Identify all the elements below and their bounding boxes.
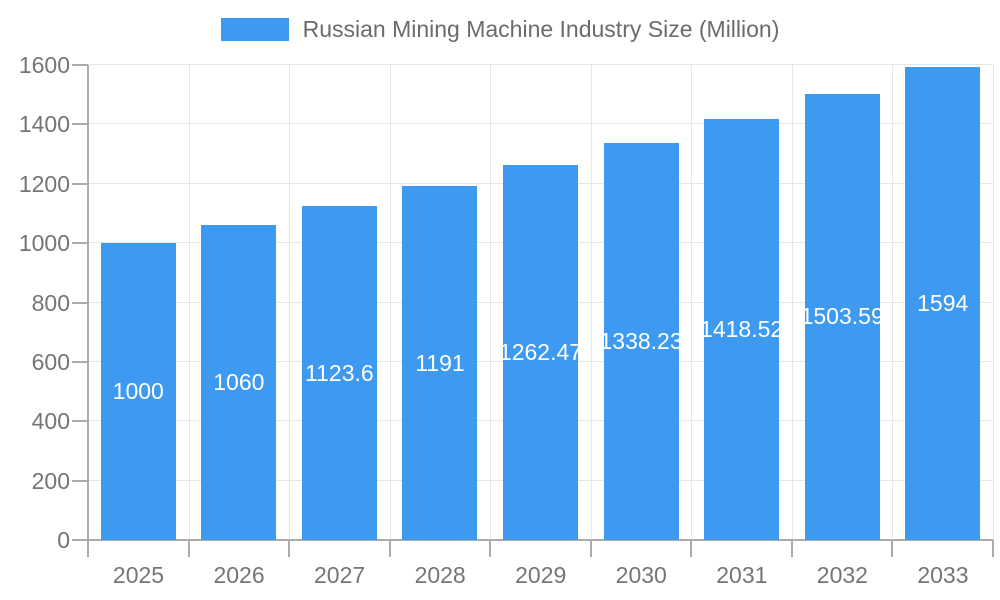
x-tick-label: 2028 — [414, 562, 466, 588]
y-tick-label: 1000 — [18, 230, 70, 257]
legend-swatch — [220, 17, 289, 41]
y-axis-tick — [72, 360, 88, 363]
y-axis-tick — [72, 539, 88, 541]
gridline-vertical — [892, 65, 894, 540]
bar[interactable]: 1191 — [402, 186, 478, 540]
gridline-vertical — [691, 65, 693, 540]
gridline-horizontal — [88, 123, 993, 125]
bar[interactable]: 1000 — [100, 243, 176, 540]
legend-label: Russian Mining Machine Industry Size (Mi… — [302, 16, 780, 42]
gridline-vertical — [289, 65, 291, 540]
y-tick-label: 0 — [57, 527, 70, 553]
bar-value-label: 1191 — [415, 349, 465, 376]
gridline-vertical — [791, 65, 793, 540]
bar[interactable]: 1503.59 — [804, 93, 880, 540]
x-axis-tick — [87, 540, 89, 557]
bar-value-label: 1000 — [112, 378, 164, 405]
bar[interactable]: 1418.52 — [704, 118, 780, 540]
bar-value-label: 1123.6 — [305, 359, 374, 386]
x-axis-tick — [891, 540, 894, 557]
y-tick-label: 400 — [31, 408, 70, 435]
gridline-vertical — [188, 65, 190, 540]
x-tick-label: 2027 — [314, 562, 366, 588]
x-axis-tick — [589, 540, 592, 557]
y-tick-label: 200 — [31, 467, 70, 494]
y-axis-tick — [72, 64, 88, 66]
y-tick-label: 1600 — [18, 52, 70, 78]
bar-value-label: 1503.59 — [804, 303, 880, 330]
y-tick-label: 600 — [31, 348, 70, 375]
x-axis-tick — [992, 540, 994, 557]
x-axis-tick — [388, 540, 391, 557]
bar-value-label: 1594 — [917, 289, 969, 316]
y-axis-tick — [72, 182, 88, 185]
x-tick-label: 2032 — [816, 562, 868, 588]
bar[interactable]: 1594 — [905, 66, 981, 540]
x-tick-label: 2029 — [515, 562, 567, 588]
legend: Russian Mining Machine Industry Size (Mi… — [0, 0, 1000, 58]
x-axis-tick — [690, 540, 693, 557]
y-axis-tick — [72, 420, 88, 423]
y-tick-label: 1400 — [18, 111, 70, 138]
y-axis-tick — [72, 479, 88, 482]
bar-value-label: 1418.52 — [704, 315, 780, 342]
y-axis-tick — [72, 123, 88, 126]
gridline-vertical — [389, 65, 391, 540]
bar[interactable]: 1123.6 — [301, 206, 377, 540]
x-axis-tick — [288, 540, 291, 557]
bar[interactable]: 1338.23 — [603, 142, 679, 540]
gridline-vertical — [993, 65, 994, 540]
y-tick-label: 800 — [31, 289, 70, 316]
legend-item[interactable]: Russian Mining Machine Industry Size (Mi… — [220, 16, 780, 42]
bar[interactable]: 1060 — [201, 225, 277, 540]
x-axis-tick — [187, 540, 190, 557]
y-axis-tick — [72, 301, 88, 304]
y-axis-tick — [72, 242, 88, 245]
x-tick-label: 2031 — [716, 562, 768, 588]
bar-value-label: 1060 — [213, 369, 265, 396]
plot-area: 1000 1060 1123.6 1191 1262.47 1338.23 1418.52 1… — [72, 64, 994, 557]
x-axis-tick — [489, 540, 492, 557]
gridline-vertical — [590, 65, 592, 540]
bar-value-label: 1262.47 — [503, 339, 578, 366]
x-tick-label: 2030 — [615, 562, 667, 588]
gridline-horizontal — [88, 64, 993, 65]
y-axis-line — [87, 65, 89, 557]
x-tick-label: 2033 — [917, 562, 969, 588]
gridline-vertical — [490, 65, 492, 540]
x-axis-line — [72, 539, 993, 541]
y-tick-label: 1200 — [18, 170, 70, 197]
bar-value-label: 1338.23 — [603, 327, 679, 354]
x-axis-tick — [790, 540, 793, 557]
x-tick-label: 2026 — [213, 562, 265, 588]
x-tick-label: 2025 — [112, 562, 165, 588]
bar[interactable]: 1262.47 — [503, 165, 578, 540]
